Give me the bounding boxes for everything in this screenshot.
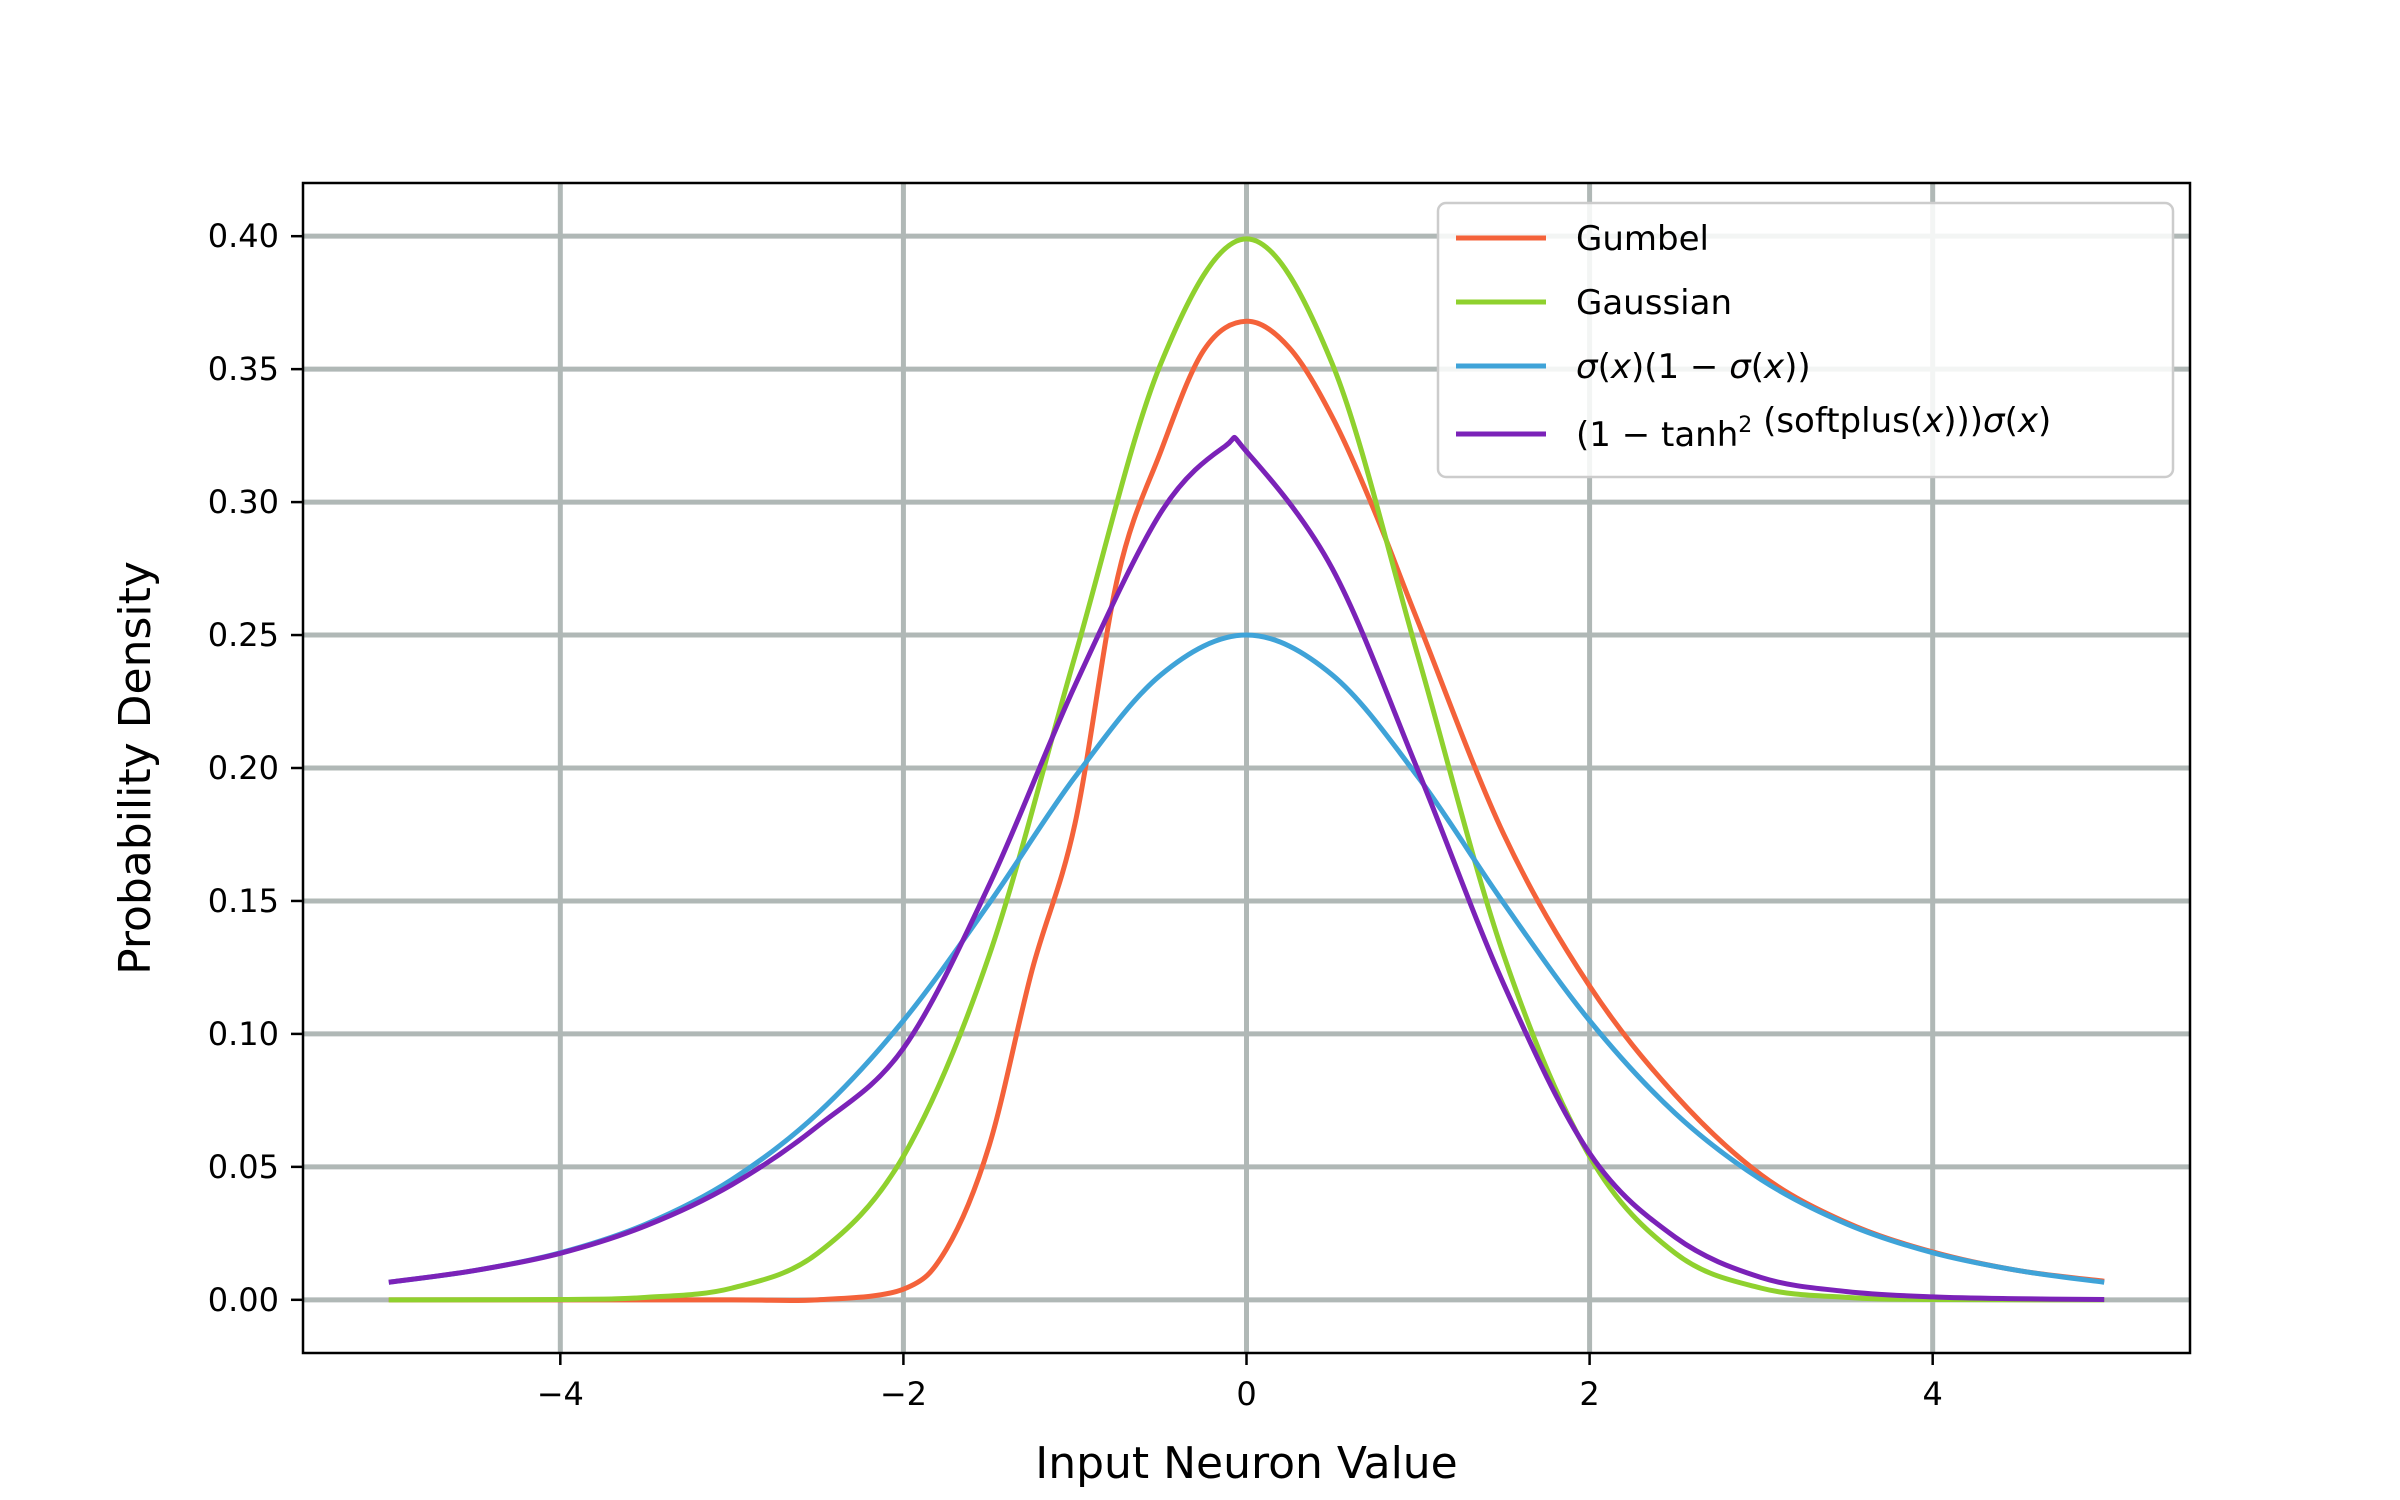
y-tick-label: 0.05 (208, 1148, 279, 1186)
series-line-sigmoid-derivative (388, 632, 2105, 1285)
y-tick-label: 0.15 (208, 882, 279, 920)
y-tick-label: 0.00 (208, 1281, 279, 1319)
legend-label-sigmoid-derivative: σ(x)(1 − σ(x)) (1576, 347, 1811, 387)
series-line-gumbel (388, 318, 2105, 1304)
series-line-gaussian (388, 236, 2105, 1303)
y-tick-label: 0.35 (208, 350, 279, 388)
y-tick-label: 0.30 (208, 483, 279, 521)
legend-label-gaussian: Gaussian (1576, 283, 1732, 323)
y-axis-label: Probability Density (110, 561, 161, 975)
x-tick-label: 2 (1579, 1375, 1599, 1413)
y-tick-label: 0.25 (208, 616, 279, 654)
y-tick-label: 0.10 (208, 1015, 279, 1053)
x-axis-label: Input Neuron Value (1035, 1438, 1458, 1489)
x-tick-label: −4 (537, 1375, 584, 1413)
x-tick-label: −2 (880, 1375, 927, 1413)
ticks: −4 −2 0 2 4 0.00 0.05 0.10 0.15 0.20 0.25 0.30 0.35 0… (208, 217, 1943, 1413)
y-tick-label: 0.20 (208, 749, 279, 787)
x-tick-label: 4 (1923, 1375, 1943, 1413)
legend-box (1436, 201, 2175, 479)
x-tick-label: 0 (1236, 1375, 1256, 1413)
legend-label-gumbel: Gumbel (1576, 219, 1709, 259)
legend: Gumbel Gaussian σ(x)(1 − σ(x)) (1 − tanh2 (… (1436, 201, 2175, 479)
series-line-mish-derivative (388, 434, 2105, 1303)
y-tick-label: 0.40 (208, 217, 279, 255)
series-layer (388, 236, 2105, 1304)
legend-label-mish-derivative: (1 − tanh2 (softplus(x)))σ(x) (1576, 401, 2051, 455)
